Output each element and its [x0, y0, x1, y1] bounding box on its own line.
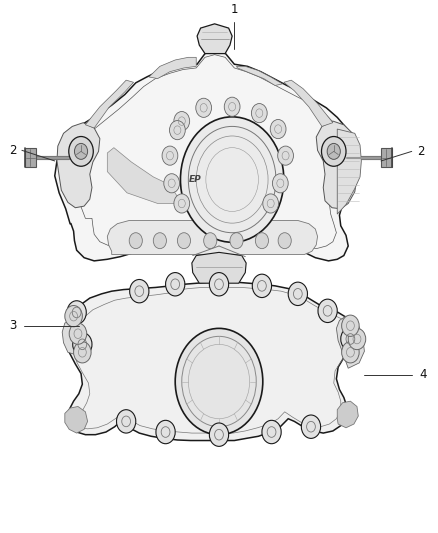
Text: 1: 1 — [230, 3, 238, 17]
Polygon shape — [62, 320, 82, 355]
Circle shape — [74, 342, 91, 363]
Circle shape — [177, 233, 191, 249]
Text: 2: 2 — [9, 144, 17, 157]
Circle shape — [73, 333, 92, 356]
Polygon shape — [337, 129, 361, 214]
Circle shape — [129, 233, 142, 249]
Polygon shape — [337, 401, 358, 428]
Circle shape — [321, 136, 346, 166]
Circle shape — [117, 410, 136, 433]
Circle shape — [156, 421, 175, 443]
Circle shape — [175, 328, 263, 435]
Circle shape — [252, 274, 272, 297]
Circle shape — [130, 279, 149, 303]
Polygon shape — [197, 24, 232, 54]
Text: 3: 3 — [10, 319, 17, 332]
Circle shape — [318, 299, 337, 322]
Circle shape — [153, 233, 166, 249]
Polygon shape — [237, 66, 283, 85]
Circle shape — [342, 315, 359, 336]
Circle shape — [164, 174, 180, 193]
Circle shape — [341, 327, 360, 351]
Text: EP: EP — [188, 175, 201, 184]
Circle shape — [69, 136, 93, 166]
Circle shape — [263, 194, 279, 213]
Polygon shape — [25, 148, 36, 167]
Circle shape — [262, 421, 281, 443]
Text: 4: 4 — [419, 368, 427, 381]
Circle shape — [230, 233, 243, 249]
Polygon shape — [55, 51, 359, 261]
Polygon shape — [107, 221, 318, 254]
Circle shape — [288, 282, 307, 305]
Circle shape — [224, 97, 240, 116]
Circle shape — [270, 119, 286, 139]
Circle shape — [278, 233, 291, 249]
Circle shape — [166, 272, 185, 296]
Polygon shape — [192, 252, 246, 283]
Circle shape — [174, 111, 190, 131]
Polygon shape — [381, 148, 392, 167]
Circle shape — [251, 103, 267, 123]
Circle shape — [327, 143, 340, 159]
Polygon shape — [336, 316, 364, 368]
Circle shape — [180, 117, 284, 243]
Circle shape — [69, 323, 87, 344]
Circle shape — [301, 415, 321, 439]
Circle shape — [272, 174, 288, 193]
Circle shape — [74, 143, 88, 159]
Polygon shape — [57, 123, 100, 208]
Polygon shape — [85, 80, 134, 128]
Text: 2: 2 — [417, 145, 424, 158]
Circle shape — [348, 328, 366, 350]
Polygon shape — [67, 282, 360, 440]
Circle shape — [162, 146, 178, 165]
Circle shape — [204, 233, 217, 249]
Polygon shape — [65, 407, 88, 433]
Circle shape — [342, 342, 359, 363]
Circle shape — [278, 146, 293, 165]
Circle shape — [196, 98, 212, 117]
Circle shape — [174, 194, 190, 213]
Polygon shape — [316, 121, 359, 209]
Polygon shape — [107, 148, 182, 204]
Circle shape — [67, 301, 86, 324]
Circle shape — [209, 423, 229, 446]
Circle shape — [255, 233, 268, 249]
Polygon shape — [149, 58, 196, 78]
Circle shape — [65, 305, 82, 327]
Circle shape — [209, 272, 229, 296]
Polygon shape — [284, 80, 333, 126]
Circle shape — [170, 120, 185, 140]
